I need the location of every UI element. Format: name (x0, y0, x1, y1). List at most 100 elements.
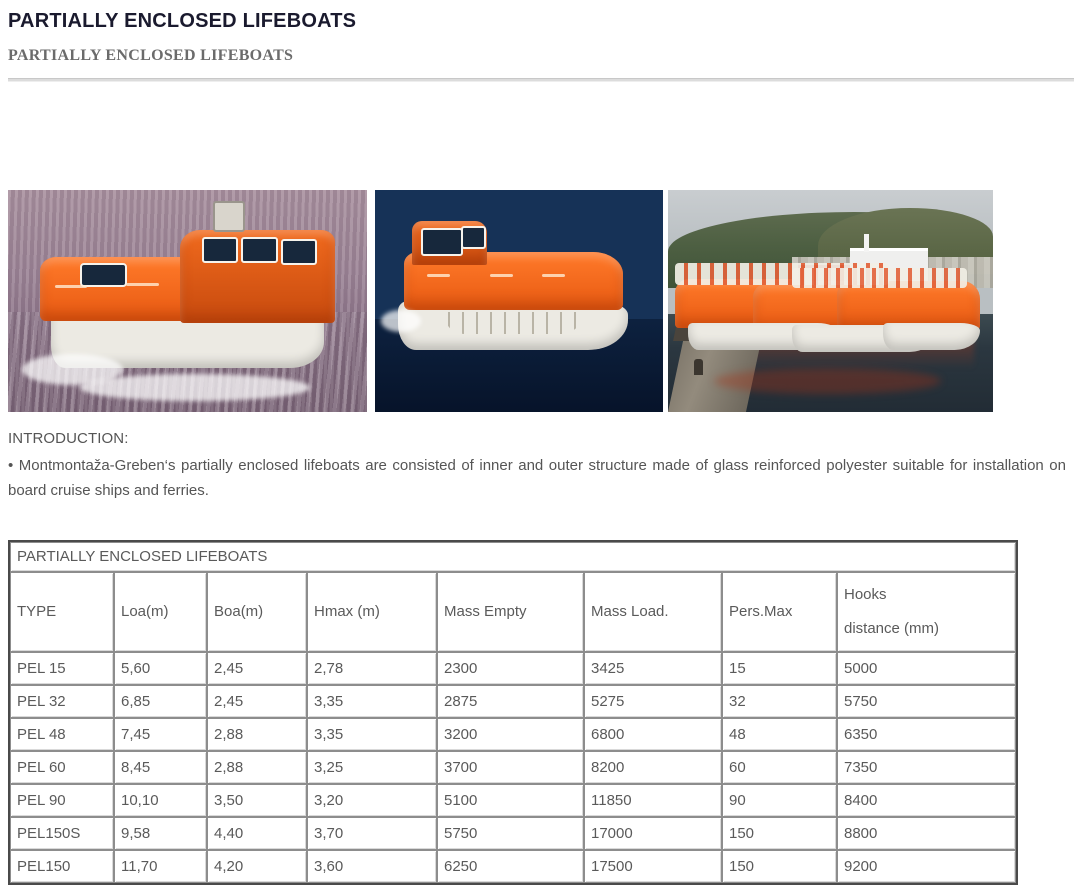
table-row: PEL 15 5,60 2,45 2,78 2300 3425 15 5000 (10, 652, 1016, 685)
table-row: PEL150S 9,58 4,40 3,70 5750 17000 150 88… (10, 817, 1016, 850)
header-divider (8, 78, 1074, 82)
cell-hmax: 3,25 (307, 751, 437, 784)
boat-mast-panel (212, 201, 246, 232)
boat-stripe (126, 283, 159, 287)
table-body: PARTIALLY ENCLOSED LIFEBOATS TYPE Loa(m)… (10, 542, 1016, 883)
lifeboats-moored-photo (668, 190, 993, 412)
table-caption: PARTIALLY ENCLOSED LIFEBOATS (10, 542, 1016, 572)
cell-mass-empty: 2875 (437, 685, 584, 718)
lifeboat-underway-photo (8, 190, 367, 412)
lifeboat-afloat-photo (375, 190, 663, 412)
cell-pers-max: 90 (722, 784, 837, 817)
boat-window (201, 236, 239, 263)
cell-boa: 2,88 (207, 718, 307, 751)
hooks-header-line1: Hooks (844, 586, 887, 603)
cell-hmax: 3,35 (307, 685, 437, 718)
column-header-mass-load: Mass Load. (584, 572, 722, 652)
boat-stripe (490, 274, 514, 278)
cell-type: PEL150S (10, 817, 114, 850)
cell-loa: 11,70 (114, 850, 207, 883)
cell-hmax: 3,20 (307, 784, 437, 817)
cell-loa: 10,10 (114, 784, 207, 817)
cell-loa: 7,45 (114, 718, 207, 751)
cell-hooks-distance: 9200 (837, 850, 1016, 883)
boat-window (79, 263, 127, 288)
introduction-label: INTRODUCTION: (8, 430, 129, 447)
boat-window-row (791, 267, 967, 288)
cell-hooks-distance: 5000 (837, 652, 1016, 685)
cell-pers-max: 48 (722, 718, 837, 751)
cell-loa: 8,45 (114, 751, 207, 784)
cell-loa: 6,85 (114, 685, 207, 718)
cell-mass-empty: 5750 (437, 817, 584, 850)
boat-window (241, 236, 278, 263)
cell-mass-empty: 6250 (437, 850, 584, 883)
boat-stripe (54, 285, 87, 289)
boat-window (461, 225, 486, 250)
cell-mass-load: 6800 (584, 718, 722, 751)
bollard (694, 358, 703, 375)
introduction-section: INTRODUCTION: • Montmontaža-Greben‘s par… (8, 428, 1066, 503)
cell-type: PEL 48 (10, 718, 114, 751)
cell-hooks-distance: 8800 (837, 817, 1016, 850)
moored-boat-hull (882, 323, 980, 350)
table-row: PEL150 11,70 4,20 3,60 6250 17500 150 92… (10, 850, 1016, 883)
column-header-hmax: Hmax (m) (307, 572, 437, 652)
cell-mass-load: 17500 (584, 850, 722, 883)
cell-mass-empty: 5100 (437, 784, 584, 817)
cell-hmax: 3,35 (307, 718, 437, 751)
cell-mass-load: 17000 (584, 817, 722, 850)
hull-rope-loops (444, 312, 583, 335)
cell-loa: 5,60 (114, 652, 207, 685)
cell-hooks-distance: 8400 (837, 784, 1016, 817)
column-header-pers-max: Pers.Max (722, 572, 837, 652)
water-reflection (713, 367, 941, 395)
cell-mass-load: 5275 (584, 685, 722, 718)
cell-hmax: 2,78 (307, 652, 437, 685)
cell-boa: 2,45 (207, 685, 307, 718)
cell-mass-empty: 2300 (437, 652, 584, 685)
cell-type: PEL 60 (10, 751, 114, 784)
cell-mass-load: 8200 (584, 751, 722, 784)
cell-hmax: 3,60 (307, 850, 437, 883)
table-row: PEL 32 6,85 2,45 3,35 2875 5275 32 5750 (10, 685, 1016, 718)
cell-mass-empty: 3200 (437, 718, 584, 751)
boat-window (421, 227, 463, 257)
cell-pers-max: 60 (722, 751, 837, 784)
cell-pers-max: 32 (722, 685, 837, 718)
cell-boa: 2,88 (207, 751, 307, 784)
cell-boa: 4,40 (207, 817, 307, 850)
cell-type: PEL150 (10, 850, 114, 883)
bow-wake (380, 309, 422, 333)
cell-mass-load: 3425 (584, 652, 722, 685)
page-title: PARTIALLY ENCLOSED LIFEBOATS (8, 10, 357, 32)
cell-type: PEL 15 (10, 652, 114, 685)
cell-pers-max: 150 (722, 850, 837, 883)
specifications-table: PARTIALLY ENCLOSED LIFEBOATS TYPE Loa(m)… (8, 540, 1018, 885)
cell-pers-max: 150 (722, 817, 837, 850)
cell-boa: 3,50 (207, 784, 307, 817)
stern-wake (79, 374, 310, 401)
cell-hooks-distance: 6350 (837, 718, 1016, 751)
cell-hooks-distance: 5750 (837, 685, 1016, 718)
boat-window (280, 238, 318, 266)
column-header-type: TYPE (10, 572, 114, 652)
table-header-row: TYPE Loa(m) Boa(m) Hmax (m) Mass Empty M… (10, 572, 1016, 652)
column-header-boa: Boa(m) (207, 572, 307, 652)
cell-boa: 2,45 (207, 652, 307, 685)
column-header-loa: Loa(m) (114, 572, 207, 652)
cell-type: PEL 32 (10, 685, 114, 718)
cell-mass-load: 11850 (584, 784, 722, 817)
introduction-body: • Montmontaža-Greben‘s partially enclose… (8, 457, 1066, 499)
cell-type: PEL 90 (10, 784, 114, 817)
cell-hmax: 3,70 (307, 817, 437, 850)
cell-boa: 4,20 (207, 850, 307, 883)
table-row: PEL 90 10,10 3,50 3,20 5100 11850 90 840… (10, 784, 1016, 817)
cell-mass-empty: 3700 (437, 751, 584, 784)
boat-stripe (542, 274, 566, 278)
page-subtitle: PARTIALLY ENCLOSED LIFEBOATS (8, 47, 294, 64)
cell-hooks-distance: 7350 (837, 751, 1016, 784)
table-row: PEL 60 8,45 2,88 3,25 3700 8200 60 7350 (10, 751, 1016, 784)
cell-loa: 9,58 (114, 817, 207, 850)
column-header-mass-empty: Mass Empty (437, 572, 584, 652)
